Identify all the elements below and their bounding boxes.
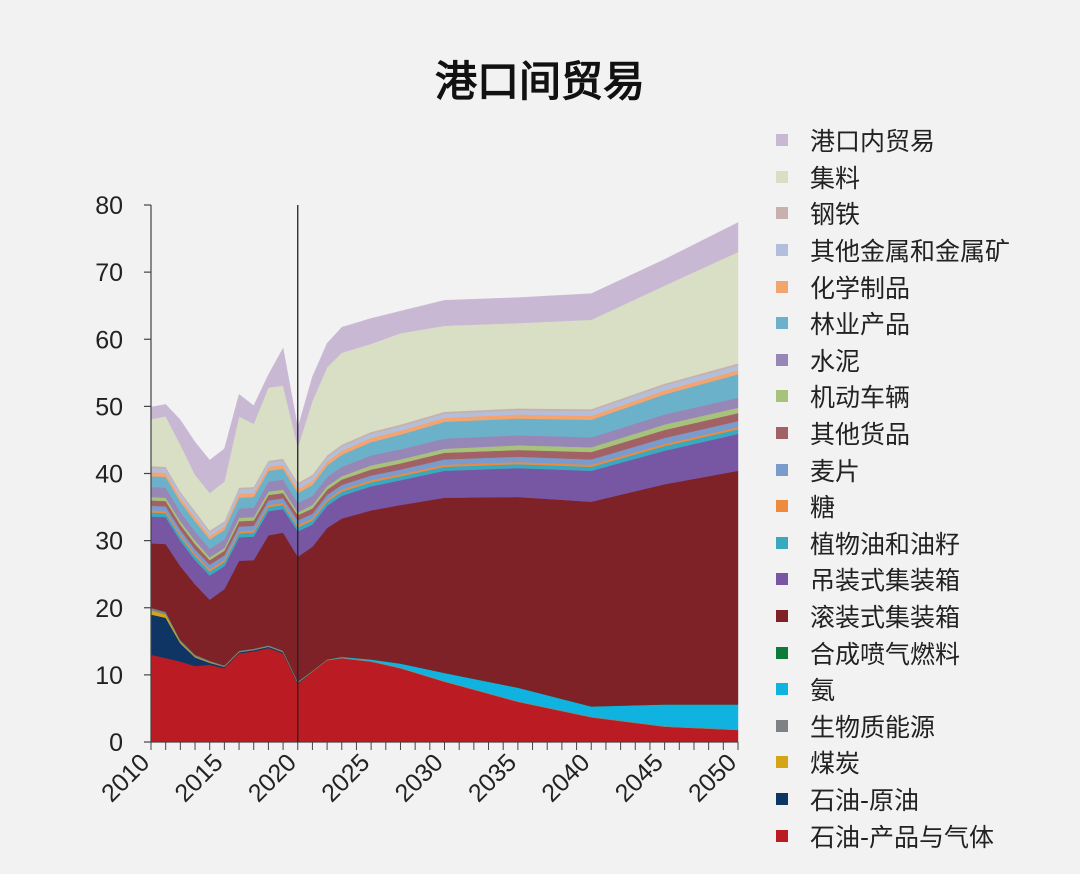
legend-label: 麦片 bbox=[810, 456, 861, 486]
legend-item: 其他货品 bbox=[776, 415, 1010, 452]
legend-swatch bbox=[776, 134, 788, 147]
legend-swatch bbox=[776, 573, 788, 586]
x-tick-label: 2020 bbox=[243, 748, 302, 807]
legend-item: 石油-原油 bbox=[776, 781, 1010, 818]
legend-label: 其他金属和金属矿 bbox=[810, 237, 1011, 267]
legend-label: 吊装式集装箱 bbox=[810, 566, 961, 596]
y-tick-label: 80 bbox=[95, 192, 123, 220]
legend-swatch bbox=[776, 536, 788, 549]
area-layer bbox=[150, 222, 739, 743]
legend-label: 其他货品 bbox=[810, 420, 911, 450]
y-tick-label: 50 bbox=[95, 393, 123, 421]
y-tick-label: 60 bbox=[95, 326, 123, 354]
y-tick-label: 20 bbox=[95, 595, 123, 623]
x-tick-label: 2025 bbox=[316, 748, 375, 807]
legend-label: 煤炭 bbox=[810, 749, 861, 779]
legend-swatch bbox=[776, 829, 788, 842]
legend-item: 吊装式集装箱 bbox=[776, 561, 1010, 598]
legend-item: 氨 bbox=[776, 671, 1010, 708]
legend-label: 集料 bbox=[810, 163, 861, 193]
legend-label: 林业产品 bbox=[810, 310, 911, 340]
legend-item: 滚装式集装箱 bbox=[776, 598, 1010, 635]
legend-swatch bbox=[776, 170, 788, 183]
legend-label: 糖 bbox=[810, 493, 836, 523]
legend-label: 合成喷气燃料 bbox=[810, 639, 961, 669]
legend-label: 石油-产品与气体 bbox=[810, 822, 995, 852]
axes-layer bbox=[144, 204, 739, 750]
legend-swatch bbox=[776, 719, 788, 732]
legend-item: 其他金属和金属矿 bbox=[776, 232, 1010, 269]
chart-title: 港口间贸易 bbox=[434, 57, 645, 106]
legend-item: 林业产品 bbox=[776, 305, 1010, 342]
y-tick-label: 40 bbox=[95, 461, 123, 489]
x-tick-label: 2015 bbox=[169, 748, 228, 807]
legend-swatch bbox=[776, 280, 788, 293]
legend-swatch bbox=[776, 427, 788, 440]
legend: 港口内贸易集料钢铁其他金属和金属矿 化学制品林业产品水泥机动车辆其他货品麦片糖植物… bbox=[776, 122, 1010, 854]
legend-item: 煤炭 bbox=[776, 744, 1010, 781]
legend-swatch bbox=[776, 353, 788, 366]
x-tick-label: 2045 bbox=[610, 748, 669, 807]
x-tick-label: 2050 bbox=[683, 748, 742, 807]
legend-item: 钢铁 bbox=[776, 195, 1010, 232]
legend-item: 合成喷气燃料 bbox=[776, 634, 1010, 671]
legend-item: 水泥 bbox=[776, 342, 1010, 379]
legend-item: 机动车辆 bbox=[776, 378, 1010, 415]
x-tick-label: 2040 bbox=[536, 748, 595, 807]
legend-swatch bbox=[776, 390, 788, 403]
legend-item: 港口内贸易 bbox=[776, 122, 1010, 159]
legend-swatch bbox=[776, 207, 788, 220]
legend-swatch bbox=[776, 610, 788, 623]
legend-label: 植物油和油籽 bbox=[810, 529, 961, 559]
legend-swatch bbox=[776, 317, 788, 330]
legend-swatch bbox=[776, 683, 788, 696]
legend-label: 化学制品 bbox=[810, 273, 911, 303]
x-tick-label: 2030 bbox=[390, 748, 449, 807]
legend-label: 机动车辆 bbox=[810, 383, 911, 413]
legend-swatch bbox=[776, 244, 788, 257]
legend-item: 植物油和油籽 bbox=[776, 525, 1010, 562]
legend-swatch bbox=[776, 646, 788, 659]
legend-item: 生物质能源 bbox=[776, 708, 1010, 745]
y-tick-label: 30 bbox=[95, 528, 123, 556]
legend-swatch bbox=[776, 463, 788, 476]
y-tick-label: 70 bbox=[95, 259, 123, 287]
legend-label: 生物质能源 bbox=[810, 712, 936, 742]
legend-item: 糖 bbox=[776, 488, 1010, 525]
legend-swatch bbox=[776, 756, 788, 769]
legend-item: 集料 bbox=[776, 159, 1010, 196]
legend-label: 钢铁 bbox=[810, 200, 861, 230]
x-tick-label: 2035 bbox=[463, 748, 522, 807]
y-tick-label: 10 bbox=[95, 662, 123, 690]
legend-label: 石油-原油 bbox=[810, 785, 920, 815]
legend-item: 石油-产品与气体 bbox=[776, 817, 1010, 854]
legend-swatch bbox=[776, 792, 788, 805]
legend-label: 氨 bbox=[810, 676, 836, 706]
x-tick-label: 2010 bbox=[96, 748, 155, 807]
series-area-19 bbox=[150, 222, 739, 494]
legend-swatch bbox=[776, 500, 788, 513]
legend-item: 化学制品 bbox=[776, 268, 1010, 305]
legend-label: 水泥 bbox=[810, 346, 861, 376]
y-tick-label: 0 bbox=[109, 729, 123, 757]
legend-label: 滚装式集装箱 bbox=[810, 603, 961, 633]
legend-item: 麦片 bbox=[776, 451, 1010, 488]
legend-label: 港口内贸易 bbox=[810, 127, 936, 157]
